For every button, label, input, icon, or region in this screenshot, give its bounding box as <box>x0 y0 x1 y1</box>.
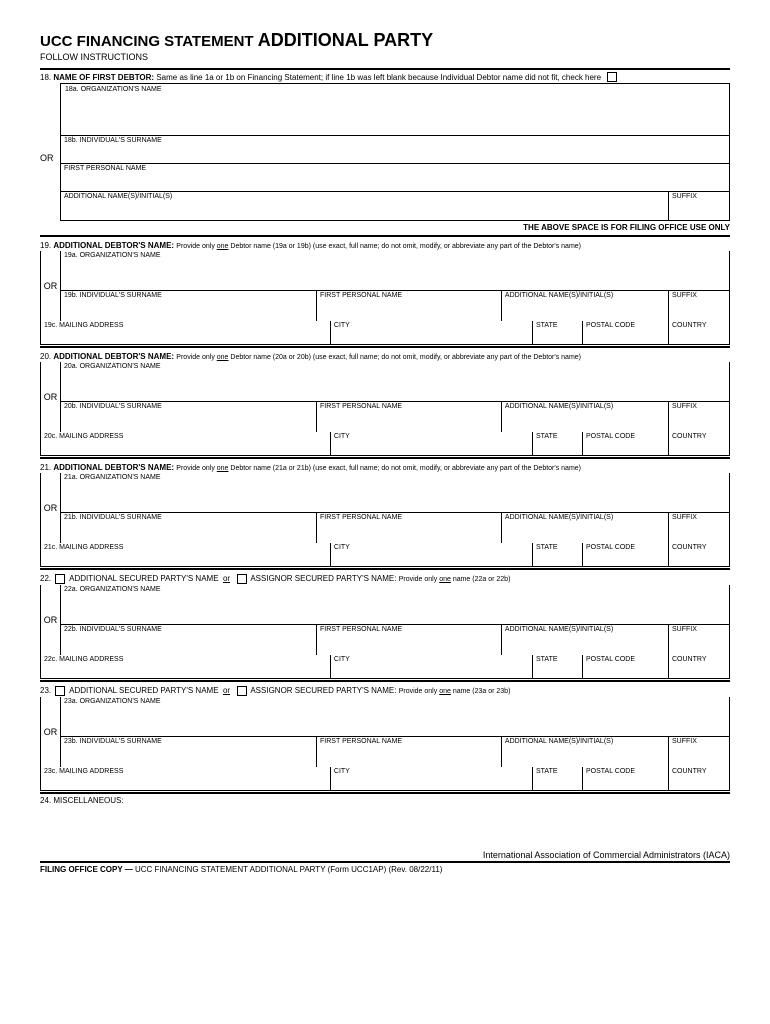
s18-header: 18. NAME OF FIRST DEBTOR: Same as line 1… <box>40 70 730 83</box>
s20b-add[interactable]: ADDITIONAL NAME(S)/INITIAL(S) <box>502 402 669 432</box>
s20b-sur[interactable]: 20b. INDIVIDUAL'S SURNAME <box>61 402 317 432</box>
s20c-mail[interactable]: 20c. MAILING ADDRESS <box>41 432 331 455</box>
s21c-postal[interactable]: POSTAL CODE <box>583 543 669 566</box>
s19b-fpn[interactable]: FIRST PERSONAL NAME <box>317 291 502 321</box>
s20c-city[interactable]: CITY <box>331 432 533 455</box>
s23b-sfx[interactable]: SUFFIX <box>669 737 729 767</box>
footer-copy: FILING OFFICE COPY — UCC FINANCING STATE… <box>40 863 730 874</box>
s23a-org[interactable]: 23a. ORGANIZATION'S NAME <box>61 697 729 736</box>
subtitle: FOLLOW INSTRUCTIONS <box>40 52 730 62</box>
s20c-state[interactable]: STATE <box>533 432 583 455</box>
s18-add-field[interactable]: ADDITIONAL NAME(S)/INITIAL(S) <box>61 192 669 220</box>
s20b-fpn[interactable]: FIRST PERSONAL NAME <box>317 402 502 432</box>
s23-or: OR <box>41 697 61 767</box>
s23b-fpn[interactable]: FIRST PERSONAL NAME <box>317 737 502 767</box>
s22c-country[interactable]: COUNTRY <box>669 655 729 678</box>
s23c-country[interactable]: COUNTRY <box>669 767 729 790</box>
s20b-sfx[interactable]: SUFFIX <box>669 402 729 432</box>
s23c-state[interactable]: STATE <box>533 767 583 790</box>
s21b-sur[interactable]: 21b. INDIVIDUAL'S SURNAME <box>61 513 317 543</box>
s23-ck2[interactable] <box>237 686 247 696</box>
s19a-org[interactable]: 19a. ORGANIZATION'S NAME <box>61 251 729 290</box>
s18-box: 18a. ORGANIZATION'S NAME OR 18b. INDIVID… <box>60 83 730 221</box>
s18a-label: 18a. ORGANIZATION'S NAME <box>65 86 162 93</box>
s19b-sur[interactable]: 19b. INDIVIDUAL'S SURNAME <box>61 291 317 321</box>
s21-or: OR <box>41 473 61 543</box>
s22c-mail[interactable]: 22c. MAILING ADDRESS <box>41 655 331 678</box>
s23-header: 23. ADDITIONAL SECURED PARTY'S NAME or A… <box>40 684 730 697</box>
s21-header: 21. ADDITIONAL DEBTOR'S NAME: Provide on… <box>40 461 730 473</box>
s19-header: 19. ADDITIONAL DEBTOR'S NAME: Provide on… <box>40 239 730 251</box>
s22-ck1[interactable] <box>55 574 65 584</box>
s20c-country[interactable]: COUNTRY <box>669 432 729 455</box>
s21c-state[interactable]: STATE <box>533 543 583 566</box>
s19b-sfx[interactable]: SUFFIX <box>669 291 729 321</box>
s22c-state[interactable]: STATE <box>533 655 583 678</box>
s19-or: OR <box>41 251 61 321</box>
filing-note: THE ABOVE SPACE IS FOR FILING OFFICE USE… <box>40 221 730 234</box>
s23c-city[interactable]: CITY <box>331 767 533 790</box>
s21c-mail[interactable]: 21c. MAILING ADDRESS <box>41 543 331 566</box>
s21b-add[interactable]: ADDITIONAL NAME(S)/INITIAL(S) <box>502 513 669 543</box>
s22-or: OR <box>41 585 61 655</box>
s18-checkbox[interactable] <box>607 72 617 82</box>
s19c-country[interactable]: COUNTRY <box>669 321 729 344</box>
s22b-sfx[interactable]: SUFFIX <box>669 625 729 655</box>
s24-misc[interactable]: 24. MISCELLANEOUS: <box>40 792 730 826</box>
s22a-org[interactable]: 22a. ORGANIZATION'S NAME <box>61 585 729 624</box>
s19c-postal[interactable]: POSTAL CODE <box>583 321 669 344</box>
s18-sfx-field[interactable]: SUFFIX <box>669 192 729 220</box>
s20c-postal[interactable]: POSTAL CODE <box>583 432 669 455</box>
s21a-org[interactable]: 21a. ORGANIZATION'S NAME <box>61 473 729 512</box>
s18b-field[interactable]: 18b. INDIVIDUAL'S SURNAME <box>61 136 729 163</box>
s20a-org[interactable]: 20a. ORGANIZATION'S NAME <box>61 362 729 401</box>
s19c-state[interactable]: STATE <box>533 321 583 344</box>
s21c-country[interactable]: COUNTRY <box>669 543 729 566</box>
s22b-fpn[interactable]: FIRST PERSONAL NAME <box>317 625 502 655</box>
s18-or: OR <box>40 153 60 163</box>
s19c-mail[interactable]: 19c. MAILING ADDRESS <box>41 321 331 344</box>
s22b-sur[interactable]: 22b. INDIVIDUAL'S SURNAME <box>61 625 317 655</box>
s23b-add[interactable]: ADDITIONAL NAME(S)/INITIAL(S) <box>502 737 669 767</box>
s18-fpn-field[interactable]: FIRST PERSONAL NAME <box>61 164 729 191</box>
s22-ck2[interactable] <box>237 574 247 584</box>
s20-header: 20. ADDITIONAL DEBTOR'S NAME: Provide on… <box>40 350 730 362</box>
footer-org: International Association of Commercial … <box>40 850 730 863</box>
s23b-sur[interactable]: 23b. INDIVIDUAL'S SURNAME <box>61 737 317 767</box>
s19c-city[interactable]: CITY <box>331 321 533 344</box>
s23c-mail[interactable]: 23c. MAILING ADDRESS <box>41 767 331 790</box>
s23-ck1[interactable] <box>55 686 65 696</box>
s23c-postal[interactable]: POSTAL CODE <box>583 767 669 790</box>
s20-or: OR <box>41 362 61 432</box>
s21b-fpn[interactable]: FIRST PERSONAL NAME <box>317 513 502 543</box>
s21b-sfx[interactable]: SUFFIX <box>669 513 729 543</box>
s21c-city[interactable]: CITY <box>331 543 533 566</box>
form-title: UCC FINANCING STATEMENT ADDITIONAL PARTY <box>40 30 730 51</box>
s22c-postal[interactable]: POSTAL CODE <box>583 655 669 678</box>
s22-header: 22. ADDITIONAL SECURED PARTY'S NAME or A… <box>40 572 730 585</box>
s22b-add[interactable]: ADDITIONAL NAME(S)/INITIAL(S) <box>502 625 669 655</box>
s22c-city[interactable]: CITY <box>331 655 533 678</box>
s19b-add[interactable]: ADDITIONAL NAME(S)/INITIAL(S) <box>502 291 669 321</box>
